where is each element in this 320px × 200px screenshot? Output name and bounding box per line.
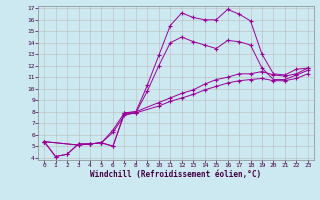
- X-axis label: Windchill (Refroidissement éolien,°C): Windchill (Refroidissement éolien,°C): [91, 170, 261, 179]
